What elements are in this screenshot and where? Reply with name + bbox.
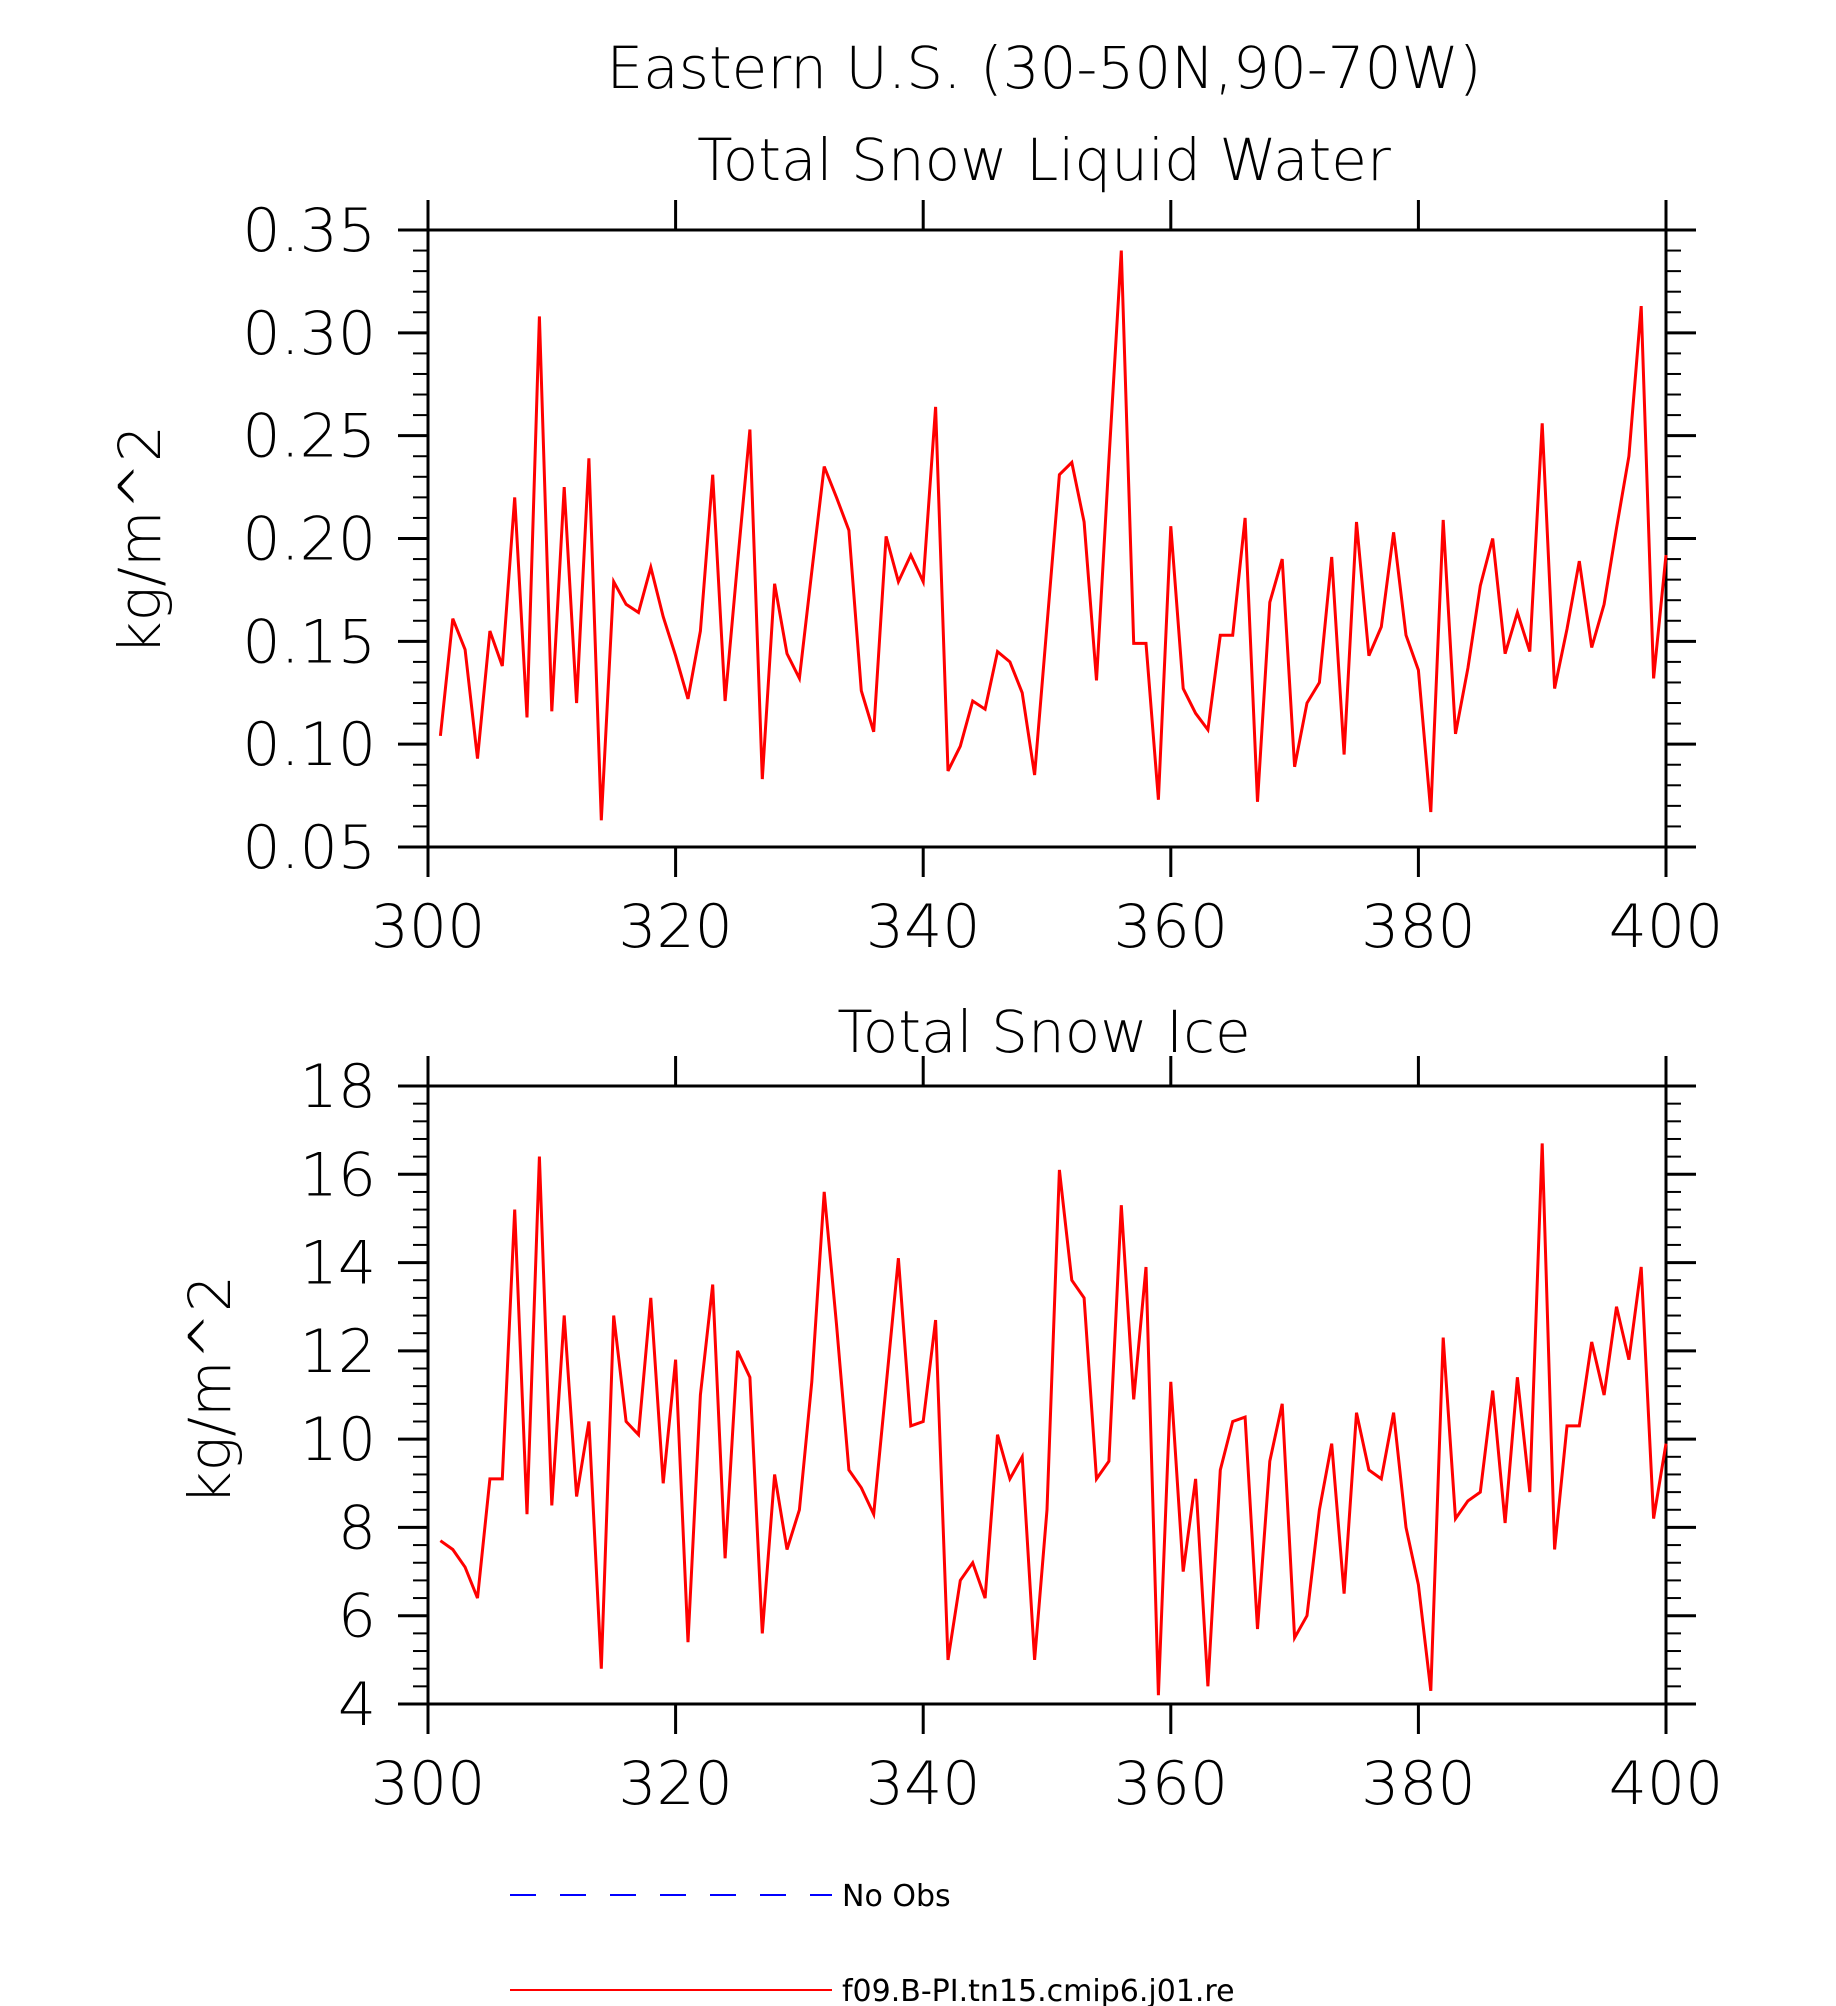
chart-title: Total Snow Ice <box>837 998 1251 1066</box>
y-axis-label: kg/m^2 <box>176 1275 244 1505</box>
y-tick-label: 0.35 <box>242 196 376 266</box>
y-tick-labels: 0.05 0.10 0.15 0.20 0.25 0.30 0.35 <box>242 196 376 883</box>
figure-title: Eastern U.S. (30-50N,90-70W) <box>607 34 1482 102</box>
x-tick-label: 360 <box>1114 892 1229 962</box>
axis-ticks <box>398 200 1696 877</box>
y-tick-label: 12 <box>300 1317 376 1387</box>
x-tick-labels: 300 320 340 360 380 400 <box>371 892 1724 962</box>
chart-title: Total Snow Liquid Water <box>697 126 1391 194</box>
y-axis-label: kg/m^2 <box>106 425 174 655</box>
x-tick-label: 380 <box>1361 1749 1476 1819</box>
plot-frame <box>426 1084 1668 1706</box>
y-tick-labels: 4 6 8 10 12 14 16 18 <box>300 1052 376 1740</box>
y-tick-label: 0.25 <box>242 402 376 472</box>
chart-panel-snow-ice: Total Snow Ice kg/m^2 300 320 340 360 380 400… <box>176 998 1723 1819</box>
plot-frame <box>426 228 1668 849</box>
legend-label-model: f09.B-PI.tn15.cmip6.j01.re <box>842 1974 1235 2006</box>
x-tick-label: 380 <box>1361 892 1476 962</box>
legend-label-no-obs: No Obs <box>842 1879 951 1914</box>
y-tick-label: 4 <box>338 1670 376 1740</box>
y-tick-label: 10 <box>300 1405 376 1475</box>
x-tick-label: 300 <box>371 892 486 962</box>
y-tick-label: 16 <box>300 1140 376 1210</box>
y-tick-label: 14 <box>300 1229 376 1299</box>
y-tick-label: 6 <box>338 1582 376 1652</box>
y-tick-label: 0.10 <box>242 710 376 780</box>
series-line <box>438 250 1668 821</box>
x-tick-label: 320 <box>618 1749 733 1819</box>
series-group <box>439 1143 1668 1696</box>
x-tick-labels: 300 320 340 360 380 400 <box>371 1749 1724 1819</box>
x-tick-label: 340 <box>866 1749 981 1819</box>
axis-ticks <box>398 1056 1696 1734</box>
y-tick-label: 0.05 <box>242 813 376 883</box>
y-tick-label: 0.15 <box>242 607 376 677</box>
x-tick-label: 360 <box>1114 1749 1229 1819</box>
legend: No Obs f09.B-PI.tn15.cmip6.j01.re <box>510 1879 1235 2006</box>
x-tick-label: 400 <box>1609 892 1724 962</box>
y-tick-label: 18 <box>300 1052 376 1122</box>
y-tick-label: 0.20 <box>242 505 376 575</box>
x-tick-label: 400 <box>1609 1749 1724 1819</box>
series-group <box>438 250 1668 821</box>
x-tick-label: 300 <box>371 1749 486 1819</box>
x-tick-label: 320 <box>618 892 733 962</box>
x-tick-label: 340 <box>866 892 981 962</box>
series-line <box>439 1143 1668 1696</box>
y-tick-label: 8 <box>338 1493 376 1563</box>
chart-panel-snow-liquid-water: Total Snow Liquid Water kg/m^2 300 320 340… <box>106 126 1723 962</box>
y-tick-label: 0.30 <box>242 299 376 369</box>
